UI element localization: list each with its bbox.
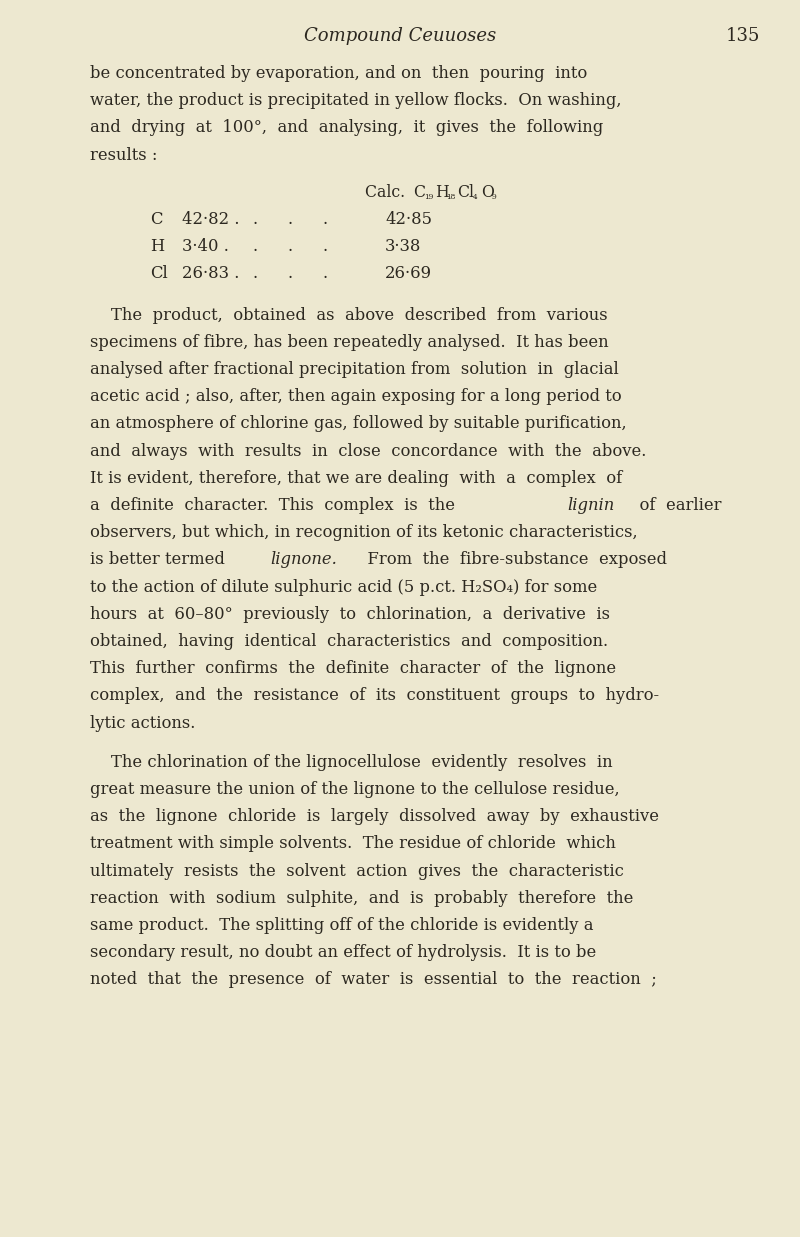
Text: of  earlier: of earlier	[629, 497, 722, 515]
Text: acetic acid ; also, after, then again exposing for a long period to: acetic acid ; also, after, then again ex…	[90, 388, 622, 406]
Text: specimens of fibre, has been repeatedly analysed.  It has been: specimens of fibre, has been repeatedly …	[90, 334, 609, 351]
Text: ₄: ₄	[473, 189, 478, 203]
Text: 3·40 .: 3·40 .	[182, 239, 229, 255]
Text: From  the  fibre-substance  exposed: From the fibre-substance exposed	[357, 552, 667, 568]
Text: .: .	[287, 266, 293, 282]
Text: lignone.: lignone.	[271, 552, 338, 568]
Text: noted  that  the  presence  of  water  is  essential  to  the  reaction  ;: noted that the presence of water is esse…	[90, 971, 657, 988]
Text: It is evident, therefore, that we are dealing  with  a  complex  of: It is evident, therefore, that we are de…	[90, 470, 622, 487]
Text: 42·85: 42·85	[385, 212, 432, 228]
Text: .: .	[287, 212, 293, 228]
Text: secondary result, no doubt an effect of hydrolysis.  It is to be: secondary result, no doubt an effect of …	[90, 944, 596, 961]
Text: ₉: ₉	[492, 189, 496, 203]
Text: complex,  and  the  resistance  of  its  constituent  groups  to  hydro-: complex, and the resistance of its const…	[90, 688, 659, 704]
Text: 42·82 .: 42·82 .	[182, 212, 239, 228]
Text: hours  at  60–80°  previously  to  chlorination,  a  derivative  is: hours at 60–80° previously to chlorinati…	[90, 606, 610, 622]
Text: and  always  with  results  in  close  concordance  with  the  above.: and always with results in close concord…	[90, 443, 646, 460]
Text: .: .	[253, 239, 258, 255]
Text: Cl: Cl	[458, 184, 474, 200]
Text: 135: 135	[726, 27, 760, 45]
Text: ultimately  resists  the  solvent  action  gives  the  characteristic: ultimately resists the solvent action gi…	[90, 862, 624, 880]
Text: O: O	[482, 184, 494, 200]
Text: .: .	[322, 266, 327, 282]
Text: analysed after fractional precipitation from  solution  in  glacial: analysed after fractional precipitation …	[90, 361, 618, 379]
Text: This  further  confirms  the  definite  character  of  the  lignone: This further confirms the definite chara…	[90, 661, 616, 677]
Text: 26·83 .: 26·83 .	[182, 266, 239, 282]
Text: 26·69: 26·69	[385, 266, 432, 282]
Text: to the action of dilute sulphuric acid (5 p.ct. H₂SO₄) for some: to the action of dilute sulphuric acid (…	[90, 579, 598, 595]
Text: is better termed: is better termed	[90, 552, 230, 568]
Text: treatment with simple solvents.  The residue of chloride  which: treatment with simple solvents. The resi…	[90, 835, 616, 852]
Text: H: H	[435, 184, 450, 200]
Text: The chlorination of the lignocellulose  evidently  resolves  in: The chlorination of the lignocellulose e…	[90, 753, 613, 771]
Text: C: C	[413, 184, 425, 200]
Text: H: H	[150, 239, 164, 255]
Text: ₁₉: ₁₉	[425, 189, 434, 203]
Text: ₁₈: ₁₈	[446, 189, 456, 203]
Text: great measure the union of the lignone to the cellulose residue,: great measure the union of the lignone t…	[90, 781, 620, 798]
Text: a  definite  character.  This  complex  is  the: a definite character. This complex is th…	[90, 497, 460, 515]
Text: .: .	[253, 212, 258, 228]
Text: C: C	[150, 212, 162, 228]
Text: same product.  The splitting off of the chloride is evidently a: same product. The splitting off of the c…	[90, 917, 594, 934]
Text: .: .	[322, 239, 327, 255]
Text: obtained,  having  identical  characteristics  and  composition.: obtained, having identical characteristi…	[90, 633, 608, 649]
Text: lytic actions.: lytic actions.	[90, 715, 195, 731]
Text: Calc.: Calc.	[365, 184, 410, 200]
Text: .: .	[253, 266, 258, 282]
Text: and  drying  at  100°,  and  analysing,  it  gives  the  following: and drying at 100°, and analysing, it gi…	[90, 120, 603, 136]
Text: 3·38: 3·38	[385, 239, 422, 255]
Text: .: .	[322, 212, 327, 228]
Text: The  product,  obtained  as  above  described  from  various: The product, obtained as above described…	[90, 307, 608, 324]
Text: lignin: lignin	[568, 497, 615, 515]
Text: as  the  lignone  chloride  is  largely  dissolved  away  by  exhaustive: as the lignone chloride is largely disso…	[90, 808, 659, 825]
Text: water, the product is precipitated in yellow flocks.  On washing,: water, the product is precipitated in ye…	[90, 93, 622, 109]
Text: Cl: Cl	[150, 266, 168, 282]
Text: Compound Ceuuoses: Compound Ceuuoses	[304, 27, 496, 45]
Text: .: .	[287, 239, 293, 255]
Text: observers, but which, in recognition of its ketonic characteristics,: observers, but which, in recognition of …	[90, 524, 638, 542]
Text: reaction  with  sodium  sulphite,  and  is  probably  therefore  the: reaction with sodium sulphite, and is pr…	[90, 889, 634, 907]
Text: an atmosphere of chlorine gas, followed by suitable purification,: an atmosphere of chlorine gas, followed …	[90, 416, 626, 433]
Text: be concentrated by evaporation, and on  then  pouring  into: be concentrated by evaporation, and on t…	[90, 66, 587, 82]
Text: results :: results :	[90, 147, 158, 163]
